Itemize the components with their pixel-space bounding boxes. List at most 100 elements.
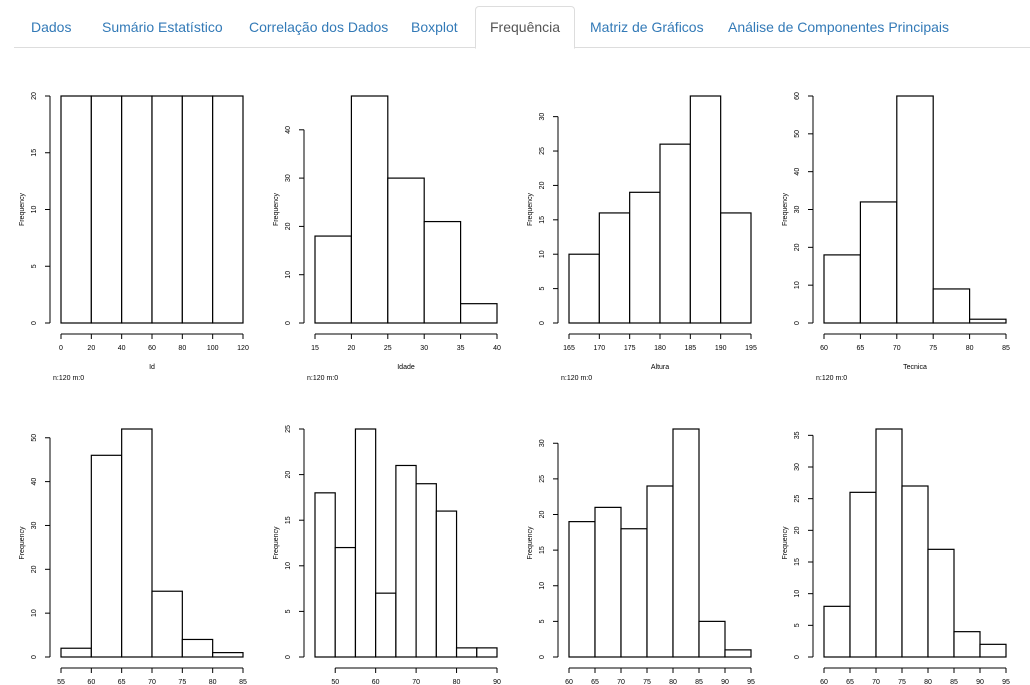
histogram-bar xyxy=(415,483,437,658)
sample-info-label: n:120 m:0 xyxy=(307,375,338,382)
histogram-bar xyxy=(181,638,214,658)
y-tick-label: 20 xyxy=(794,243,801,251)
x-tick-label: 75 xyxy=(929,345,937,352)
y-tick-label: 0 xyxy=(285,321,292,325)
histogram-bar xyxy=(387,177,425,324)
x-tick-label: 70 xyxy=(893,345,901,352)
histogram-bar xyxy=(927,548,955,658)
y-tick-label: 10 xyxy=(794,590,801,598)
x-tick-label: 100 xyxy=(207,345,219,352)
histogram-bar xyxy=(314,492,336,658)
y-tick-label: 15 xyxy=(539,546,546,554)
x-tick-label: 195 xyxy=(745,345,757,352)
y-tick-label: 15 xyxy=(539,216,546,224)
x-tick-label: 70 xyxy=(148,679,156,685)
x-tick-label: 65 xyxy=(857,345,865,352)
tab-boxplot[interactable]: Boxplot xyxy=(411,19,458,35)
y-tick-label: 10 xyxy=(31,206,38,214)
x-tick-label: 85 xyxy=(695,679,703,685)
y-tick-label: 20 xyxy=(285,222,292,230)
y-tick-label: 10 xyxy=(794,281,801,289)
y-tick-label: 5 xyxy=(539,287,546,291)
x-tick-label: 165 xyxy=(563,345,575,352)
y-axis-label: Frequency xyxy=(782,526,789,560)
tab-correlacao-dos-dados[interactable]: Correlação dos Dados xyxy=(249,19,389,35)
y-tick-label: 20 xyxy=(539,511,546,519)
y-tick-label: 5 xyxy=(285,609,292,613)
y-axis-label: Frequency xyxy=(527,192,534,226)
x-tick-label: 70 xyxy=(617,679,625,685)
y-tick-label: 15 xyxy=(285,516,292,524)
histogram-bar xyxy=(212,95,244,324)
tab-matriz-de-graficos[interactable]: Matriz de Gráficos xyxy=(590,19,704,35)
x-tick-label: 65 xyxy=(118,679,126,685)
x-tick-label: 180 xyxy=(654,345,666,352)
histogram-bar xyxy=(151,95,183,324)
histogram-bar xyxy=(968,318,1007,324)
y-axis-label: Frequency xyxy=(527,526,534,560)
histogram-bar xyxy=(314,235,353,324)
x-tick-label: 60 xyxy=(87,679,95,685)
tab-sumario-estatistico[interactable]: Sumário Estatístico xyxy=(102,19,223,35)
histogram-bar xyxy=(979,643,1007,658)
y-tick-label: 30 xyxy=(285,174,292,182)
histogram-bar xyxy=(90,454,123,658)
y-tick-label: 15 xyxy=(794,558,801,566)
x-tick-label: 30 xyxy=(420,345,428,352)
y-tick-label: 5 xyxy=(539,619,546,623)
histogram-bar xyxy=(629,191,661,324)
y-tick-label: 0 xyxy=(31,655,38,659)
x-axis-label: Idade xyxy=(397,364,415,371)
y-tick-label: 50 xyxy=(31,434,38,442)
y-tick-label: 40 xyxy=(794,168,801,176)
histogram-bar xyxy=(455,647,478,658)
histogram-8: 60 65 70 75 80 85 90 95 0 5 10 15 20 25 30 35 Frequency xyxy=(782,428,1010,685)
tab-analise-de-componentes-principais[interactable]: Análise de Componentes Principais xyxy=(728,19,950,35)
y-tick-label: 20 xyxy=(31,565,38,573)
histogram-bar xyxy=(476,647,498,658)
x-tick-label: 0 xyxy=(59,345,63,352)
x-tick-label: 80 xyxy=(669,679,677,685)
x-tick-label: 60 xyxy=(565,679,573,685)
tab-frequencia[interactable]: Frequência xyxy=(475,6,576,49)
histogram-bar xyxy=(60,95,92,324)
y-tick-label: 20 xyxy=(539,181,546,189)
sample-info-label: n:120 m:0 xyxy=(816,375,847,382)
histogram-bar xyxy=(395,464,417,658)
histogram-4: 60 65 70 75 80 85 0 10 20 30 40 50 60 Frequency Tecnic… xyxy=(782,92,1010,382)
histogram-3: 165 170 175 180 185 190 195 0 5 10 15 20 25 30 Frequen… xyxy=(527,95,757,382)
x-tick-label: 95 xyxy=(747,679,755,685)
sample-info-label: n:120 m:0 xyxy=(53,375,84,382)
x-tick-label: 170 xyxy=(593,345,605,352)
histogram-bar xyxy=(720,212,752,324)
x-tick-label: 95 xyxy=(1002,679,1010,685)
histogram-bar xyxy=(659,143,691,324)
histogram-bar xyxy=(698,620,726,658)
y-tick-label: 40 xyxy=(31,478,38,486)
x-tick-label: 85 xyxy=(239,679,247,685)
histogram-bar xyxy=(121,428,153,658)
y-tick-label: 20 xyxy=(285,471,292,479)
x-tick-label: 50 xyxy=(331,679,339,685)
x-tick-label: 15 xyxy=(311,345,319,352)
y-tick-label: 0 xyxy=(539,321,546,325)
x-tick-label: 60 xyxy=(820,679,828,685)
tab-bar: Dados Sumário Estatístico Correlação dos… xyxy=(0,0,1030,49)
y-axis-label: Frequency xyxy=(19,192,26,226)
histogram-bar xyxy=(953,631,981,658)
x-axis-label: Tecnica xyxy=(903,364,927,371)
histogram-bar xyxy=(90,95,123,324)
y-tick-label: 20 xyxy=(31,92,38,100)
y-tick-label: 5 xyxy=(31,264,38,268)
histogram-bar xyxy=(354,428,377,658)
y-axis-label: Frequency xyxy=(782,192,789,226)
histogram-bar xyxy=(823,254,862,324)
x-tick-label: 75 xyxy=(643,679,651,685)
tab-dados[interactable]: Dados xyxy=(31,19,72,35)
y-tick-label: 30 xyxy=(794,206,801,214)
y-tick-label: 25 xyxy=(285,425,292,433)
histogram-bar xyxy=(350,95,389,324)
histogram-bar xyxy=(646,485,674,658)
x-tick-label: 85 xyxy=(1002,345,1010,352)
x-tick-label: 90 xyxy=(493,679,501,685)
